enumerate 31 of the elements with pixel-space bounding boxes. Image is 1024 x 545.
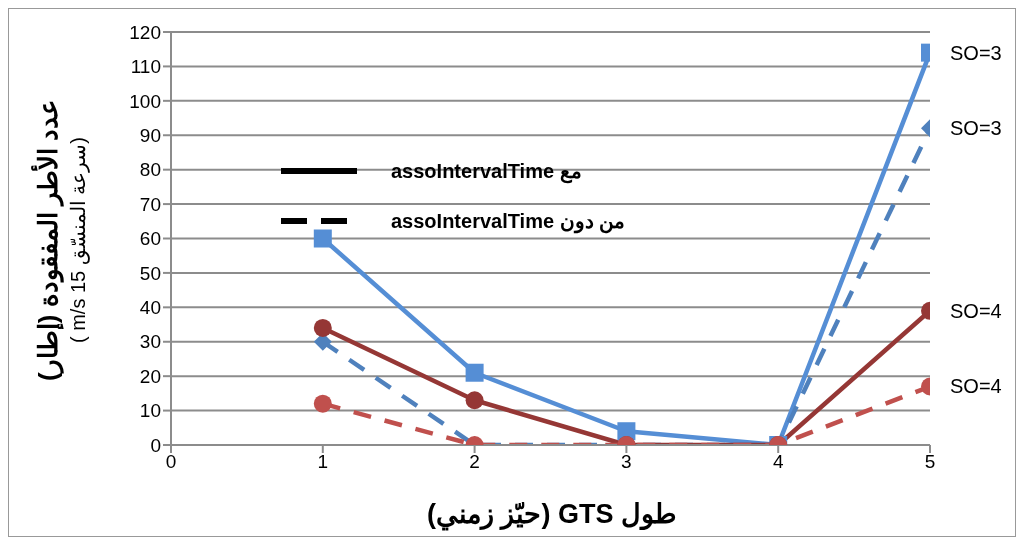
point: [313, 229, 332, 248]
y-tick-label: 20: [139, 365, 161, 387]
y-tick-label: 80: [139, 159, 161, 181]
y-axis-title: عدد الأطر المفقودة (إطار) (سرعة المنسّق 15 m/s ): [31, 98, 91, 381]
x-tick-label: 3: [621, 451, 632, 473]
x-axis-title: طول GTS (حيّز زمني): [426, 498, 677, 530]
y-tick-label: 110: [130, 56, 161, 78]
y-tick-label: 120: [129, 21, 161, 43]
series-label: SO=4: [950, 375, 1002, 398]
point: [313, 318, 332, 337]
annotation: من دون assoIntervalTime: [391, 209, 626, 233]
y-tick-label: 40: [139, 297, 161, 319]
point: [465, 363, 484, 382]
y-tick-label: 0: [150, 434, 161, 456]
y-tick-label: 70: [139, 193, 161, 215]
x-tick-label: 1: [317, 451, 329, 473]
y-tick-label: 30: [139, 331, 161, 353]
y-tick-label: 60: [139, 228, 161, 250]
y-tick-label: 10: [139, 400, 161, 422]
y-tick-label: 50: [139, 262, 161, 284]
annotation: مع assoIntervalTime: [391, 159, 582, 183]
series-label: SO=3: [950, 117, 1002, 140]
series-label: SO=3: [950, 41, 1002, 64]
point: [465, 391, 484, 410]
x-tick-label: 5: [924, 451, 936, 473]
x-tick-label: 0: [165, 451, 177, 473]
x-tick-label: 4: [772, 451, 784, 473]
x-tick-label: 2: [469, 451, 480, 473]
series-label: SO=4: [950, 299, 1002, 322]
y-tick-label: 90: [139, 124, 161, 146]
y-tick-label: 100: [129, 90, 161, 112]
